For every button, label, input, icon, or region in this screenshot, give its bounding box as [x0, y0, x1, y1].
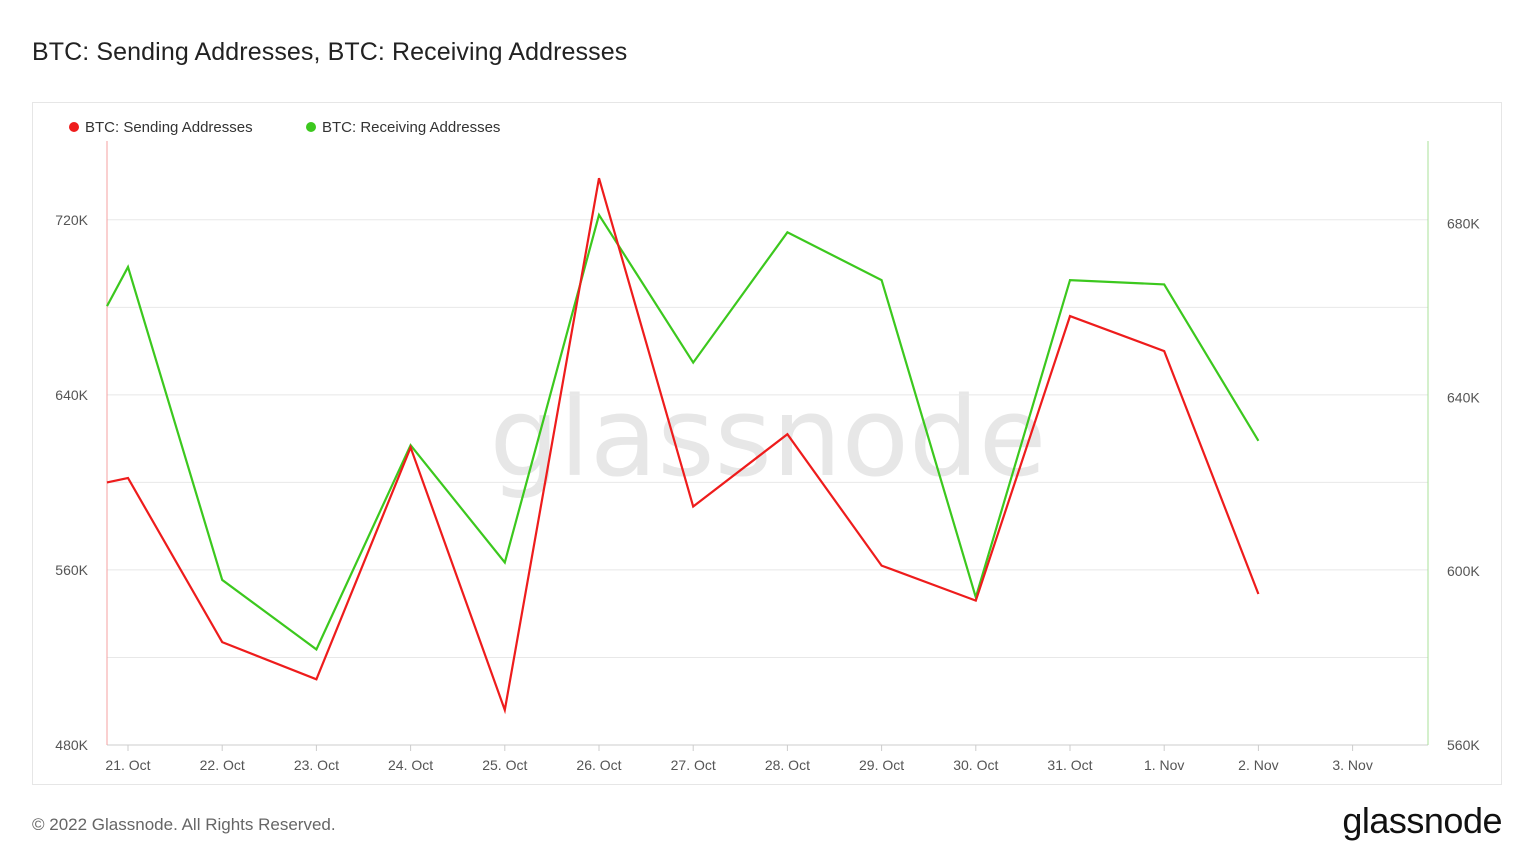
x-tick-label: 2. Nov	[1238, 757, 1278, 773]
x-tick-label: 27. Oct	[671, 757, 716, 773]
legend-label: BTC: Receiving Addresses	[322, 119, 500, 136]
page-title: BTC: Sending Addresses, BTC: Receiving A…	[32, 38, 628, 66]
x-tick-label: 21. Oct	[105, 757, 150, 773]
left-tick-label: 720K	[55, 212, 88, 228]
right-tick-label: 640K	[1447, 389, 1480, 405]
right-tick-label: 560K	[1447, 737, 1480, 753]
copyright-footer: © 2022 Glassnode. All Rights Reserved.	[32, 815, 336, 834]
x-tick-label: 30. Oct	[953, 757, 998, 773]
grid-lines	[107, 219, 1428, 746]
legend-marker	[69, 122, 79, 132]
x-tick-label: 24. Oct	[388, 757, 433, 773]
legend-marker	[306, 122, 316, 132]
sending-addresses-line	[106, 177, 1260, 715]
x-tick-label: 28. Oct	[765, 757, 810, 773]
axes: 21. Oct 22. Oct 23. Oct 24. Oct 25. Oct 26. O…	[55, 141, 1480, 773]
series-lines	[106, 177, 1260, 715]
legend-label: BTC: Sending Addresses	[85, 119, 253, 136]
x-tick-label: 1. Nov	[1144, 757, 1184, 773]
x-tick-label: 23. Oct	[294, 757, 339, 773]
x-tick-label: 26. Oct	[576, 757, 621, 773]
left-tick-label: 560K	[55, 562, 88, 578]
x-tick-label: 25. Oct	[482, 757, 527, 773]
watermark: glassnode	[490, 373, 1047, 501]
x-tick-label: 22. Oct	[200, 757, 245, 773]
chart-panel	[32, 102, 1502, 785]
brand-logo[interactable]: glassnode	[1342, 800, 1502, 841]
left-tick-label: 640K	[55, 387, 88, 403]
receiving-addresses-line	[106, 212, 1260, 652]
x-tick-label: 31. Oct	[1047, 757, 1092, 773]
left-tick-label: 480K	[55, 737, 88, 753]
x-tick-label: 29. Oct	[859, 757, 904, 773]
right-tick-label: 600K	[1447, 563, 1480, 579]
x-tick-label: 3. Nov	[1332, 757, 1372, 773]
legend: BTC: Sending Addresses BTC: Receiving Add…	[69, 119, 500, 136]
right-tick-label: 680K	[1447, 216, 1480, 232]
